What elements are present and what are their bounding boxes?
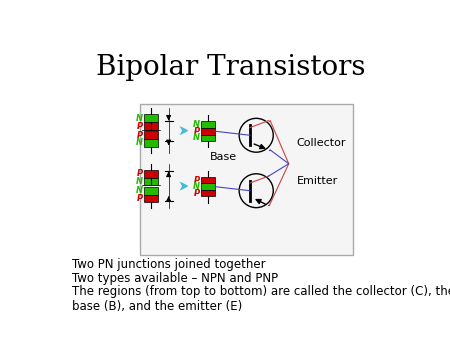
Text: P: P: [194, 189, 200, 198]
Bar: [144, 195, 158, 202]
Text: Collector: Collector: [297, 138, 346, 148]
Bar: [201, 135, 215, 141]
Bar: [201, 190, 215, 196]
Text: N: N: [193, 120, 200, 129]
Bar: [140, 104, 353, 255]
Text: N: N: [135, 186, 143, 195]
Bar: [144, 115, 158, 122]
Text: P: P: [136, 131, 143, 140]
Text: N: N: [135, 177, 143, 186]
Text: N: N: [135, 114, 143, 123]
Bar: [144, 139, 158, 147]
Text: P: P: [194, 127, 200, 136]
Bar: [144, 170, 158, 178]
Text: P: P: [136, 169, 143, 178]
Text: N: N: [193, 182, 200, 191]
Bar: [144, 187, 158, 195]
Text: N: N: [135, 139, 143, 147]
Text: Two types available – NPN and PNP: Two types available – NPN and PNP: [72, 271, 278, 285]
Text: Base: Base: [210, 152, 237, 162]
Bar: [201, 121, 215, 128]
Text: The regions (from top to bottom) are called the collector (C), the
base (B), and: The regions (from top to bottom) are cal…: [72, 285, 450, 313]
Bar: [144, 178, 158, 185]
Text: Bipolar Transistors: Bipolar Transistors: [96, 54, 365, 81]
Text: P: P: [136, 194, 143, 203]
Bar: [201, 184, 215, 190]
Bar: [201, 128, 215, 135]
Bar: [201, 177, 215, 184]
Text: Two PN junctions joined together: Two PN junctions joined together: [72, 259, 265, 271]
Text: P: P: [194, 176, 200, 185]
Text: P: P: [136, 122, 143, 130]
Text: N: N: [193, 133, 200, 142]
Bar: [144, 122, 158, 130]
Text: Emitter: Emitter: [297, 176, 338, 187]
Bar: [144, 131, 158, 139]
